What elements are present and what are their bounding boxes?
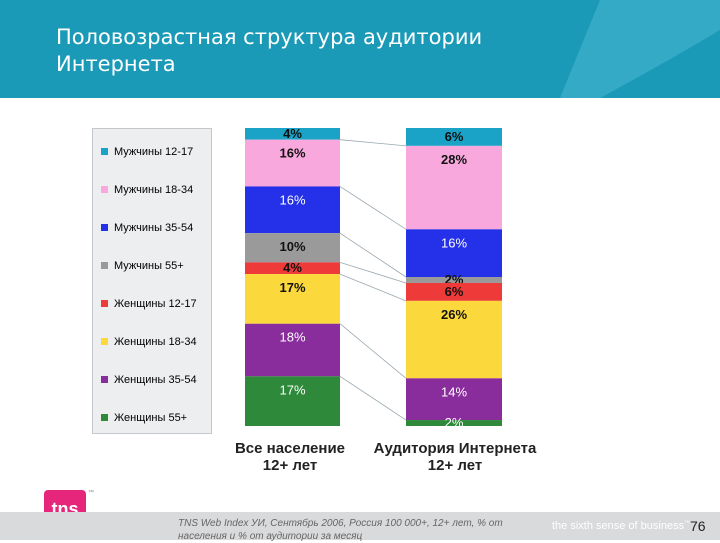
data-label: 6%	[445, 284, 464, 299]
legend-swatch	[101, 224, 108, 231]
bar-segment	[245, 139, 340, 187]
x-category-label-1: Аудитория Интернета 12+ лет	[373, 440, 537, 474]
tagline: the sixth sense of business™	[552, 520, 691, 532]
data-label: 10%	[279, 239, 305, 254]
connector-line	[339, 139, 407, 147]
connector-line	[339, 273, 407, 302]
bar-segment	[406, 282, 502, 301]
data-label: 14%	[441, 384, 467, 399]
source-note: TNS Web Index УИ, Сентябрь 2006, Россия …	[178, 518, 503, 542]
bar-segment	[245, 233, 340, 263]
bar-segment	[245, 262, 340, 275]
chart-legend: Мужчины 12-17 Мужчины 18-34 Мужчины 35-54 М…	[92, 128, 212, 434]
header-banner: Половозрастная структура аудитории Интер…	[0, 0, 720, 98]
data-label: 6%	[445, 129, 464, 144]
data-label: 2%	[445, 415, 464, 430]
legend-label: Мужчины 18-34	[114, 184, 194, 196]
bar-segment	[245, 274, 340, 324]
legend-swatch	[101, 414, 108, 421]
data-label: 4%	[283, 126, 302, 141]
data-label: 16%	[279, 192, 305, 207]
legend-label: Мужчины 12-17	[114, 146, 194, 158]
legend-label: Женщины 35-54	[114, 374, 197, 386]
page-title: Половозрастная структура аудитории Интер…	[56, 25, 483, 76]
bar-segment	[406, 420, 502, 426]
legend-label: Женщины 55+	[114, 412, 188, 424]
logo-trademark: ™	[88, 490, 94, 496]
bar-segment	[406, 128, 502, 146]
bar-segment	[245, 128, 340, 140]
bar-segment	[245, 186, 340, 234]
legend-swatch	[101, 262, 108, 269]
connector-line	[339, 232, 407, 278]
bar-segment	[406, 145, 502, 230]
data-label: 18%	[279, 330, 305, 345]
x-category-label-0: Все население 12+ лет	[234, 440, 346, 474]
data-label: 17%	[279, 382, 305, 397]
header-background	[0, 0, 720, 98]
legend-label: Мужчины 35-54	[114, 222, 194, 234]
connector-line	[339, 262, 407, 284]
legend-label: Женщины 18-34	[114, 336, 197, 348]
connector-line	[339, 323, 407, 379]
connector-line	[339, 186, 407, 230]
legend-label: Мужчины 55+	[114, 260, 184, 272]
legend-label: Женщины 12-17	[114, 298, 197, 310]
data-label: 17%	[279, 280, 305, 295]
legend-swatch	[101, 338, 108, 345]
bar-segment	[406, 229, 502, 277]
bar-segment	[406, 277, 502, 283]
bar-segment	[245, 323, 340, 377]
connector-line	[339, 375, 407, 421]
bar-segment	[245, 376, 340, 426]
page-number: 76	[690, 518, 706, 534]
bar-segment	[406, 300, 502, 379]
data-label: 16%	[441, 235, 467, 250]
legend-swatch	[101, 186, 108, 193]
data-label: 4%	[283, 260, 302, 275]
bar-segment	[406, 378, 502, 421]
legend-swatch	[101, 300, 108, 307]
footer-bar	[0, 512, 720, 540]
data-label: 28%	[441, 152, 467, 167]
data-label: 26%	[441, 307, 467, 322]
legend-swatch	[101, 376, 108, 383]
data-label: 16%	[279, 146, 305, 161]
legend-swatch	[101, 148, 108, 155]
